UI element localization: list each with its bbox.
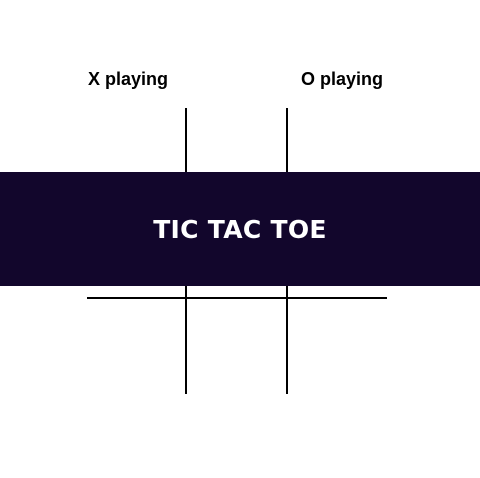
player-o-status: O playing	[301, 69, 384, 89]
board-cell-6[interactable]	[87, 299, 187, 394]
grid-line-horizontal-2	[87, 297, 387, 299]
title-banner: TIC TAC TOE	[0, 172, 480, 286]
game-title: TIC TAC TOE	[153, 214, 327, 244]
board-cell-7[interactable]	[187, 299, 287, 394]
board-cell-8[interactable]	[287, 299, 387, 394]
player-x-status: X playing	[88, 69, 169, 89]
